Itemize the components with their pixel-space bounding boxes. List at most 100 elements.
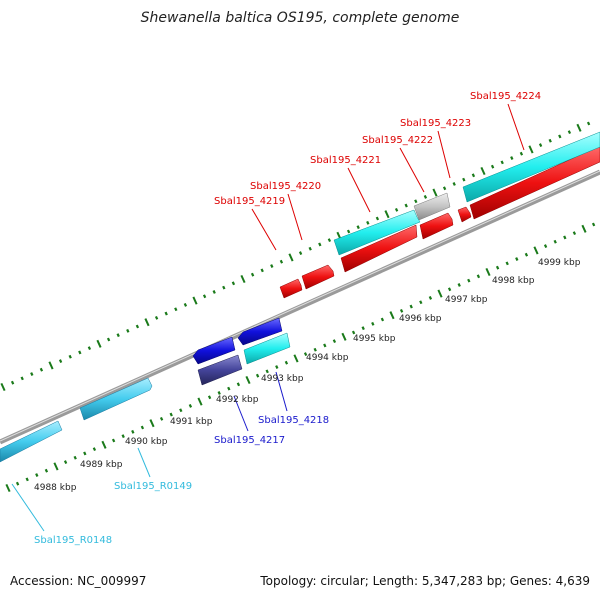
- tick-mark: [495, 265, 500, 270]
- gene-label[interactable]: Sbal195_4223: [400, 118, 471, 129]
- gene-label[interactable]: Sbal195_4217: [214, 435, 285, 446]
- label-leader: [287, 193, 303, 241]
- tick-mark: [116, 333, 120, 338]
- gene-label[interactable]: Sbal195_4224: [470, 91, 541, 102]
- tick-mark: [188, 404, 193, 408]
- gene-label[interactable]: Sbal195_R0148: [34, 535, 112, 546]
- gene-feature[interactable]: [279, 278, 303, 299]
- scale-label: 4996 kbp: [399, 314, 442, 324]
- label-leader: [399, 147, 425, 193]
- tick-mark: [126, 328, 130, 333]
- tick-mark: [480, 166, 486, 176]
- tick-mark: [101, 440, 107, 449]
- gene-feature[interactable]: [469, 145, 600, 220]
- tick-mark: [25, 477, 29, 482]
- gene-feature[interactable]: [419, 212, 454, 240]
- tick-mark: [558, 134, 562, 139]
- gene-label[interactable]: Sbal195_4222: [362, 135, 433, 146]
- genome-title: Shewanella baltica OS195, complete genom…: [140, 10, 460, 26]
- tick-mark: [222, 285, 226, 290]
- gene-feature[interactable]: [333, 209, 421, 256]
- tick-mark: [442, 186, 447, 191]
- gene-feature[interactable]: [457, 206, 472, 223]
- tick-mark: [394, 207, 399, 212]
- tick-mark: [121, 434, 125, 439]
- tick-mark: [53, 462, 59, 471]
- tick-mark: [341, 332, 347, 341]
- scale-label: 4998 kbp: [492, 276, 535, 286]
- label-leader-lines: [11, 103, 525, 532]
- tick-mark: [452, 182, 456, 186]
- tick-mark: [457, 283, 461, 287]
- tick-mark: [553, 239, 557, 244]
- tick-mark: [409, 304, 413, 309]
- gene-feature[interactable]: [301, 264, 335, 290]
- tick-mark: [270, 264, 274, 268]
- tick-mark: [389, 311, 395, 320]
- tick-mark: [563, 235, 567, 240]
- tick-mark: [510, 156, 514, 160]
- scale-label: 4992 kbp: [216, 395, 259, 405]
- gene-label[interactable]: Sbal195_4219: [214, 196, 285, 207]
- tick-mark: [308, 246, 312, 251]
- tick-mark: [78, 350, 82, 355]
- tick-mark: [576, 123, 582, 132]
- tick-mark: [174, 307, 178, 312]
- gene-label[interactable]: Sbal195_4218: [258, 415, 329, 426]
- tick-mark: [485, 267, 491, 277]
- tick-mark: [375, 216, 380, 221]
- gene-label[interactable]: Sbal195_R0149: [114, 481, 192, 492]
- reverse-strand-genes: [192, 317, 291, 386]
- gene-feature[interactable]: [192, 336, 236, 365]
- tick-mark: [179, 408, 183, 413]
- tick-mark: [159, 416, 164, 421]
- scale-label: 4995 kbp: [353, 334, 396, 344]
- gene-feature[interactable]: [243, 332, 291, 365]
- gene-label[interactable]: Sbal195_4221: [310, 155, 381, 166]
- tick-mark: [471, 173, 476, 178]
- tick-mark: [351, 330, 356, 335]
- label-leader: [11, 483, 45, 532]
- tick-mark: [35, 473, 39, 477]
- tick-mark: [404, 203, 408, 208]
- tick-mark: [255, 373, 260, 378]
- genome-backbone-highlight: [0, 170, 600, 442]
- rna-genes: [0, 377, 153, 463]
- tick-mark: [20, 376, 24, 381]
- tick-mark: [279, 259, 284, 264]
- tick-mark: [106, 337, 111, 342]
- tick-mark: [361, 326, 365, 331]
- upper-lane-genes: [333, 131, 600, 256]
- tick-mark: [149, 419, 155, 428]
- tick-mark: [548, 138, 552, 143]
- tick-mark: [217, 391, 221, 395]
- scale-label: 4989 kbp: [80, 460, 123, 470]
- scale-label: 4994 kbp: [306, 353, 349, 363]
- tick-mark: [63, 460, 68, 464]
- tick-mark: [144, 318, 150, 327]
- tick-mark: [284, 360, 289, 365]
- rna-feature[interactable]: [79, 377, 153, 421]
- gene-feature[interactable]: [340, 224, 418, 273]
- tick-mark: [500, 160, 504, 165]
- tick-mark: [366, 220, 370, 225]
- tick-mark: [202, 294, 207, 299]
- tick-mark: [533, 246, 539, 255]
- tick-mark: [245, 375, 251, 385]
- gene-feature[interactable]: [413, 192, 451, 221]
- tick-mark: [414, 199, 418, 204]
- tick-mark: [87, 346, 92, 351]
- tick-mark: [192, 296, 198, 305]
- gene-feature[interactable]: [197, 354, 243, 386]
- rna-feature[interactable]: [0, 420, 63, 463]
- tick-mark: [30, 372, 34, 376]
- tick-mark: [419, 300, 423, 305]
- label-leader: [507, 103, 525, 151]
- tick-mark: [356, 225, 360, 230]
- tick-mark: [462, 177, 466, 182]
- gene-label[interactable]: Sbal195_4220: [250, 181, 321, 192]
- gene-feature[interactable]: [237, 317, 283, 346]
- gene-feature[interactable]: [462, 131, 600, 203]
